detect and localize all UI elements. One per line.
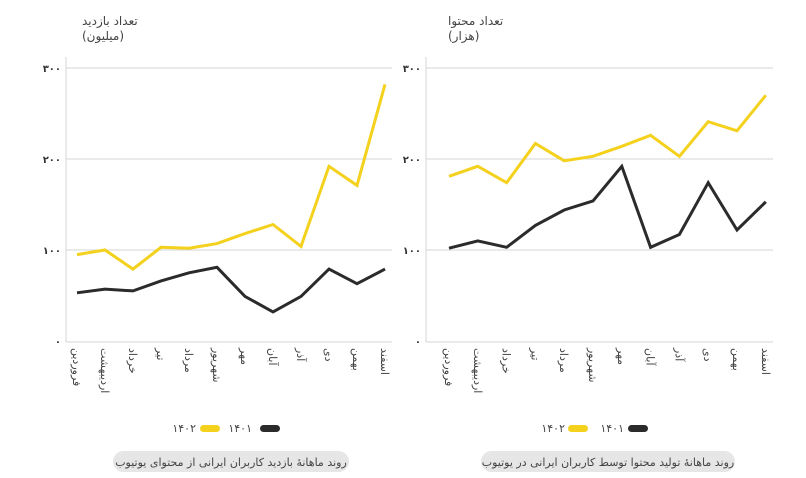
chart-2: تعداد محتوا(هزار) ۰ ۱۰۰ ۲۰۰ ۳۰۰ فروردین اردیبه… (403, 14, 773, 472)
y-tick-label: ۳۰۰ (403, 64, 421, 75)
chart-1: تعداد بازدید(میلیون) ۰ ۱۰۰ ۲۰۰ ۳۰۰ فروردین ارد… (43, 14, 392, 472)
x-tick-label: خرداد (500, 348, 513, 374)
legend-label-1402: ۱۴۰۲ (172, 422, 196, 435)
x-tick-label: مهر (615, 347, 628, 365)
x-tick-label: آبان (644, 348, 658, 366)
legend-swatch-1401 (628, 425, 648, 432)
x-tick-label: آذر (672, 347, 686, 362)
legend-label-1402: ۱۴۰۲ (541, 422, 565, 435)
y-tick-label: ۲۰۰ (403, 155, 421, 166)
series-line-۱۴۰۱ (448, 163, 767, 250)
x-tick-label: مرداد (557, 348, 570, 373)
y-tick-label: ۱۰۰ (403, 246, 421, 257)
chart-caption: روند ماهانهٔ بازدید کاربران ایرانی از مح… (115, 456, 347, 469)
series-line-۱۴۰۲ (448, 94, 767, 185)
x-tick-label: اسفند (378, 348, 391, 375)
legend-swatch-1402 (200, 425, 220, 432)
x-tick-label: اردیبهشت (98, 348, 111, 393)
x-tick-label: آبان (266, 348, 280, 366)
legend-swatch-1402 (568, 425, 588, 432)
x-tick-label: بهمن (350, 348, 363, 371)
x-tick-label: مهر (238, 347, 251, 365)
x-tick-label: دی (701, 348, 714, 362)
x-tick-label: آذر (294, 347, 308, 362)
y-axis-unit: (هزار) (448, 29, 479, 44)
legend-label-1401: ۱۴۰۱ (600, 422, 624, 435)
x-tick-label: مرداد (182, 348, 195, 373)
x-tick-label: شهریور (210, 347, 223, 382)
chart-caption: روند ماهانهٔ تولید محتوا توسط کاربران ای… (482, 456, 734, 469)
y-axis-unit: (میلیون) (82, 29, 124, 44)
series-line-۱۴۰۲ (76, 83, 387, 271)
x-tick-label: بهمن (730, 348, 743, 371)
x-tick-label: اسفند (759, 348, 772, 375)
x-tick-label: تیر (154, 347, 167, 360)
y-tick-label: ۱۰۰ (43, 246, 61, 257)
legend-label-1401: ۱۴۰۱ (228, 422, 252, 435)
x-tick-label: خرداد (126, 348, 139, 374)
x-tick-label: اردیبهشت (471, 348, 484, 393)
caption-pill (113, 451, 349, 472)
y-tick-label: ۲۰۰ (43, 155, 61, 166)
x-tick-label: تیر (528, 347, 541, 360)
y-tick-label: ۳۰۰ (43, 64, 61, 75)
y-tick-label: ۰ (55, 337, 61, 348)
x-tick-label: فروردین (70, 348, 83, 386)
y-axis-title: تعداد محتوا (448, 14, 503, 29)
y-axis-title: تعداد بازدید (82, 14, 138, 29)
y-tick-label: ۰ (415, 337, 421, 348)
x-tick-label: شهریور (586, 347, 599, 382)
x-tick-label: دی (322, 348, 335, 362)
caption-pill (481, 451, 735, 472)
series-line-۱۴۰۱ (76, 265, 386, 314)
x-tick-label: فروردین (442, 348, 455, 386)
legend-swatch-1401 (260, 425, 280, 432)
